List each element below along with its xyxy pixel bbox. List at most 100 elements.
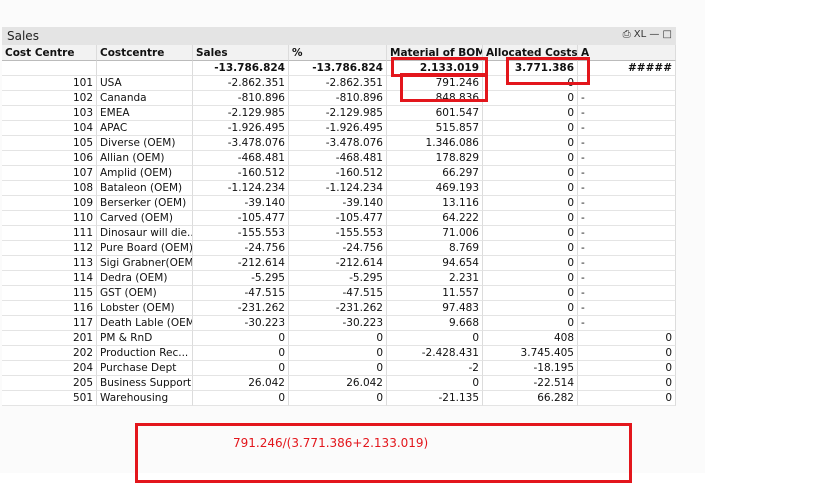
table-cell: -160.512 (193, 166, 289, 181)
table-cell: 9.668 (387, 316, 483, 331)
table-cell: -47.515 (289, 286, 387, 301)
table-cell: 0 (289, 361, 387, 376)
table-cell: APAC (97, 121, 193, 136)
annotation-box (135, 423, 632, 483)
table-cell: 2.231 (387, 271, 483, 286)
page: Sales ⎙ XL — □ Cost Centre Costcentre Sale… (2, 27, 676, 483)
table-cell: -1.926.495 (289, 121, 387, 136)
table-cell: 0 (387, 331, 483, 346)
table-cell: 106 (2, 151, 97, 166)
table-cell: 112 (2, 241, 97, 256)
annotation: 791.246/(3.771.386+2.133.019) (233, 436, 429, 450)
xl-button[interactable]: XL (633, 29, 647, 40)
table-cell: 501 (2, 391, 97, 406)
table-cell: 0 (483, 226, 578, 241)
table-cell: - (578, 226, 676, 241)
table-cell: 94.654 (387, 256, 483, 271)
table-cell: 113 (2, 256, 97, 271)
table-cell: -155.553 (289, 226, 387, 241)
table-cell: 26.042 (289, 376, 387, 391)
table-cell: -39.140 (193, 196, 289, 211)
table-cell: - (578, 256, 676, 271)
table-cell: 0 (483, 241, 578, 256)
column-header[interactable]: A (578, 45, 676, 61)
table-cell: 408 (483, 331, 578, 346)
column-header[interactable]: % (289, 45, 387, 61)
table-cell: 0 (483, 166, 578, 181)
table-cell: -30.223 (193, 316, 289, 331)
table-cell: -468.481 (193, 151, 289, 166)
total-cell (2, 61, 97, 76)
table-cell: 111 (2, 226, 97, 241)
column-header[interactable]: Cost Centre (2, 45, 97, 61)
table-cell: 0 (483, 106, 578, 121)
table-cell: 114 (2, 271, 97, 286)
title-bar: Sales ⎙ XL — □ (2, 27, 676, 46)
table-cell: 0 (483, 121, 578, 136)
table-cell: Dinosaur will die... (97, 226, 193, 241)
table-cell: 0 (483, 301, 578, 316)
table-cell: -212.614 (289, 256, 387, 271)
table-cell: - (578, 166, 676, 181)
table-cell: -231.262 (193, 301, 289, 316)
table-cell: 0 (483, 316, 578, 331)
table-cell: 202 (2, 346, 97, 361)
table-cell: 105 (2, 136, 97, 151)
table-cell: - (578, 211, 676, 226)
table-cell: Death Lable (OEM) (97, 316, 193, 331)
table-cell: 108 (2, 181, 97, 196)
table-cell: 3.745.405 (483, 346, 578, 361)
table-cell: - (578, 301, 676, 316)
total-cell: ##### (578, 61, 676, 76)
table-cell: -155.553 (193, 226, 289, 241)
table-cell: 0 (483, 91, 578, 106)
table-cell: -1.926.495 (193, 121, 289, 136)
table-cell: 66.282 (483, 391, 578, 406)
table-cell: Business Support (97, 376, 193, 391)
table-cell: - (578, 106, 676, 121)
table-cell: - (578, 271, 676, 286)
table-cell: 0 (578, 376, 676, 391)
table-cell: 0 (289, 391, 387, 406)
table-cell: -2.129.985 (193, 106, 289, 121)
table-cell: -1.124.234 (193, 181, 289, 196)
table-cell: -5.295 (193, 271, 289, 286)
table-cell: 0 (483, 211, 578, 226)
table-cell: 116 (2, 301, 97, 316)
table-cell: 109 (2, 196, 97, 211)
column-header[interactable]: Sales (193, 45, 289, 61)
total-cell (97, 61, 193, 76)
table-cell: -810.896 (289, 91, 387, 106)
table-cell: - (578, 181, 676, 196)
table-cell: -18.195 (483, 361, 578, 376)
table-cell: Carved (OEM) (97, 211, 193, 226)
table-cell: Dedra (OEM) (97, 271, 193, 286)
table-cell: Lobster (OEM) (97, 301, 193, 316)
table-cell: 0 (483, 181, 578, 196)
table-cell: Bataleon (OEM) (97, 181, 193, 196)
table-cell: Berserker (OEM) (97, 196, 193, 211)
table-cell: -1.124.234 (289, 181, 387, 196)
table-cell: -212.614 (193, 256, 289, 271)
table-cell: PM & RnD (97, 331, 193, 346)
total-cell: -13.786.824 (289, 61, 387, 76)
table-cell: -2.862.351 (289, 76, 387, 91)
window-title: Sales (7, 29, 39, 43)
table-cell: - (578, 136, 676, 151)
table-cell: 110 (2, 211, 97, 226)
table-cell: -160.512 (289, 166, 387, 181)
total-cell: -13.786.824 (193, 61, 289, 76)
window-icons[interactable]: ⎙ XL — □ (622, 29, 672, 40)
table-cell: Sigi Grabner(OEM) (97, 256, 193, 271)
table-cell: -468.481 (289, 151, 387, 166)
table-cell: 205 (2, 376, 97, 391)
table-cell: 71.006 (387, 226, 483, 241)
table-cell: 0 (289, 346, 387, 361)
table-cell: 26.042 (193, 376, 289, 391)
column-header[interactable]: Costcentre (97, 45, 193, 61)
table-cell: 0 (193, 391, 289, 406)
table-cell: 101 (2, 76, 97, 91)
table-cell: Allian (OEM) (97, 151, 193, 166)
table-cell: Production Rec... (97, 346, 193, 361)
table-cell: 0 (193, 331, 289, 346)
